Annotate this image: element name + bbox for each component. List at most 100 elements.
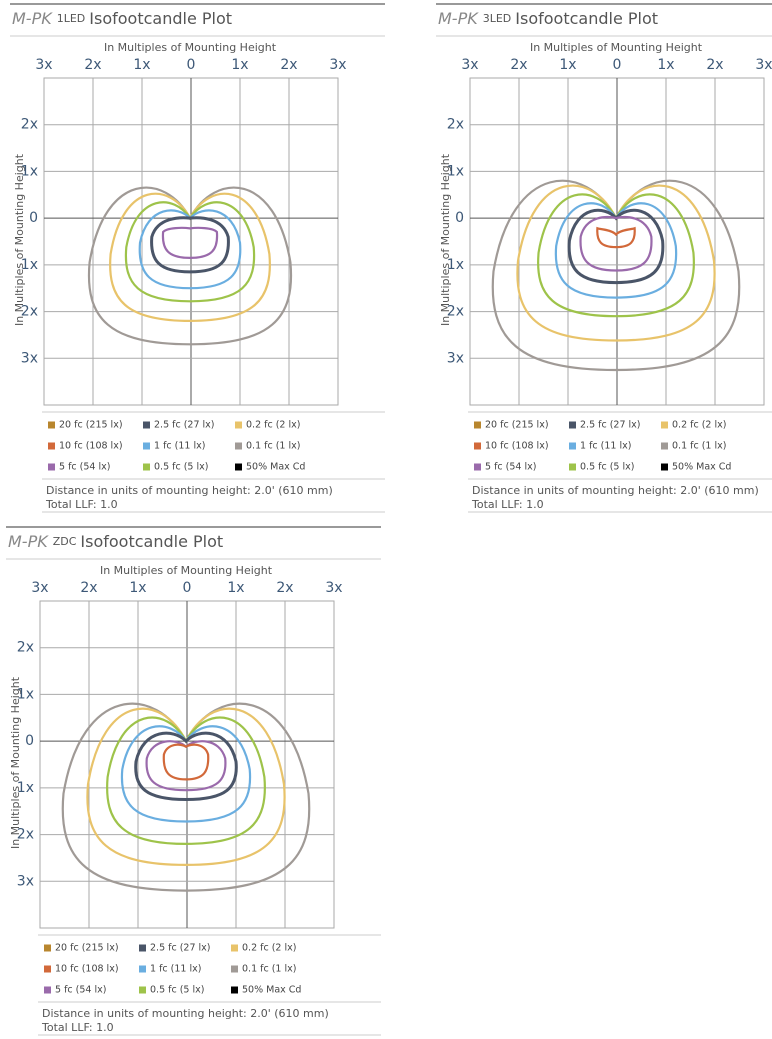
isofootcandle-contour (138, 209, 242, 290)
isofootcandle-contour (537, 193, 695, 318)
x-label: 1x (129, 580, 146, 596)
legend-swatch (48, 421, 55, 429)
isofootcandle-contour (491, 179, 741, 372)
y-label: 2x (17, 827, 34, 843)
y-label: 3x (21, 350, 38, 366)
legend-swatch (474, 421, 481, 429)
y-label: 0 (455, 210, 464, 226)
legend-label: 0.5 fc (5 lx) (580, 462, 634, 473)
y-label: 2x (21, 117, 38, 133)
legend-swatch (44, 965, 51, 973)
legend-swatch (48, 442, 55, 450)
title-brand: M-PK (438, 9, 479, 28)
isofootcandle-contour (145, 740, 227, 792)
y-axis-title: In Multiples of Mounting Height (9, 676, 22, 849)
legend-swatch (661, 463, 668, 471)
y-label: 2x (447, 117, 464, 133)
title-variant: 3LED (483, 12, 512, 25)
isofootcandle-contour (124, 201, 256, 303)
x-label: 0 (187, 57, 196, 73)
title-suffix: Isofootcandle Plot (89, 9, 232, 28)
x-axis-title: In Multiples of Mounting Height (530, 41, 703, 54)
legend-label: 5 fc (54 lx) (59, 462, 110, 473)
legend-label: 5 fc (54 lx) (55, 985, 106, 996)
y-label: 1x (447, 257, 464, 273)
x-label: 0 (183, 580, 192, 596)
isofootcandle-contour (516, 184, 716, 342)
isofootcandle-contour (106, 716, 266, 846)
plot-panel: M-PK 1LED Isofootcandle Plot In Multiples o… (10, 3, 385, 513)
isofootcandle-contour (596, 226, 636, 249)
legend-label: 50% Max Cd (242, 985, 301, 996)
legend-label: 1 fc (11 lx) (154, 441, 205, 452)
legend-label: 0.1 fc (1 lx) (246, 441, 300, 452)
y-label: 0 (25, 733, 34, 749)
plot-title: M-PK ZDC Isofootcandle Plot (8, 532, 223, 551)
note: Total LLF: 1.0 (471, 498, 544, 511)
legend-label: 2.5 fc (27 lx) (154, 420, 215, 431)
note: Distance in units of mounting height: 2.… (46, 484, 333, 497)
plot-title: M-PK 3LED Isofootcandle Plot (438, 9, 658, 28)
legend-label: 2.5 fc (27 lx) (580, 420, 641, 431)
plot-panel: M-PK ZDC Isofootcandle Plot In Multiples of… (6, 526, 381, 1036)
title-variant: ZDC (53, 535, 77, 548)
isofootcandle-contour (161, 226, 219, 260)
plot-panel: M-PK 3LED Isofootcandle Plot In Multiples o… (436, 3, 772, 513)
x-label: 3x (755, 57, 772, 73)
isofootcandle-contour (87, 186, 293, 346)
legend-label: 20 fc (215 lx) (59, 420, 123, 431)
isofootcandle-contour (109, 192, 271, 323)
isofootcandle-contour (150, 216, 230, 274)
legend-label: 1 fc (11 lx) (150, 964, 201, 975)
legend-swatch (569, 463, 576, 471)
legend-label: 1 fc (11 lx) (580, 441, 631, 452)
legend-swatch (661, 442, 668, 450)
y-label: 2x (447, 304, 464, 320)
legend-swatch (143, 421, 150, 429)
legend-swatch (44, 944, 51, 952)
x-label: 2x (706, 57, 723, 73)
isofootcandle-contour (120, 725, 252, 823)
legend-label: 0.2 fc (2 lx) (246, 420, 300, 431)
note: Total LLF: 1.0 (45, 498, 118, 511)
legend-swatch (139, 986, 146, 994)
legend-swatch (235, 421, 242, 429)
legend-swatch (231, 944, 238, 952)
legend-swatch (474, 442, 481, 450)
legend-label: 0.2 fc (2 lx) (242, 943, 296, 954)
legend-swatch (474, 463, 481, 471)
y-label: 1x (17, 686, 34, 702)
x-label: 3x (31, 580, 48, 596)
y-label: 1x (447, 163, 464, 179)
isofootcandle-contour (134, 731, 238, 802)
legend-swatch (139, 965, 146, 973)
legend-label: 10 fc (108 lx) (485, 441, 549, 452)
x-label: 1x (657, 57, 674, 73)
legend-label: 10 fc (108 lx) (59, 441, 123, 452)
title-brand: M-PK (12, 9, 53, 28)
legend-label: 5 fc (54 lx) (485, 462, 536, 473)
plot-title: M-PK 1LED Isofootcandle Plot (12, 9, 232, 28)
x-label: 2x (80, 580, 97, 596)
title-suffix: Isofootcandle Plot (80, 532, 223, 551)
y-label: 3x (447, 350, 464, 366)
x-label: 3x (461, 57, 478, 73)
x-label: 2x (276, 580, 293, 596)
x-label: 2x (280, 57, 297, 73)
y-label: 1x (21, 163, 38, 179)
isofootcandle-contour (554, 202, 678, 299)
legend-label: 0.1 fc (1 lx) (242, 964, 296, 975)
x-label: 2x (510, 57, 527, 73)
legend-swatch (143, 442, 150, 450)
legend-label: 0.5 fc (5 lx) (150, 985, 204, 996)
legend-swatch (235, 463, 242, 471)
legend-label: 20 fc (215 lx) (55, 943, 119, 954)
legend-swatch (48, 463, 55, 471)
x-axis-title: In Multiples of Mounting Height (100, 564, 273, 577)
legend-swatch (231, 965, 238, 973)
y-label: 2x (17, 640, 34, 656)
y-label: 1x (21, 257, 38, 273)
isofootcandle-contour (86, 707, 286, 867)
x-label: 2x (84, 57, 101, 73)
note: Total LLF: 1.0 (41, 1021, 114, 1034)
